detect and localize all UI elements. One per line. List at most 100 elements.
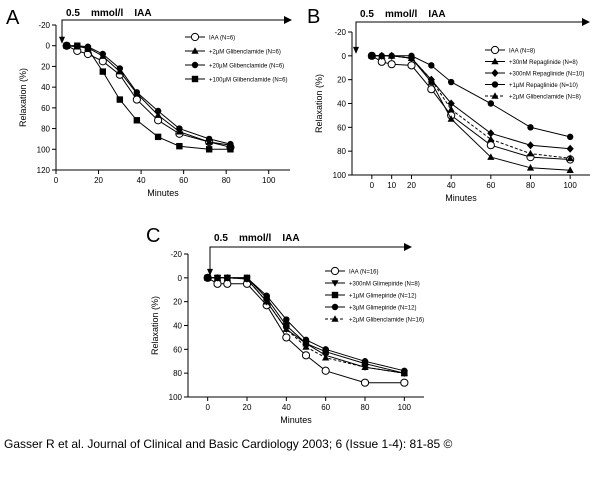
data-point — [176, 125, 183, 132]
treatment-arrow-line — [355, 21, 588, 53]
legend-entry: +2µM Glibenclamide (N=8) — [509, 95, 581, 101]
data-point — [154, 133, 162, 141]
legend-marker — [330, 266, 340, 276]
series-3 — [63, 42, 234, 148]
series-line — [207, 277, 405, 372]
x-tick-label: 40 — [447, 181, 456, 190]
data-point — [378, 52, 386, 59]
y-tick-label: -20 — [334, 28, 346, 37]
y-tick-label: 0 — [342, 52, 347, 61]
treatment-arrow-head-down — [353, 46, 359, 54]
y-tick-label: 120 — [37, 166, 51, 175]
data-point — [407, 54, 416, 62]
y-tick-label: -20 — [170, 250, 182, 259]
x-tick-label: 100 — [563, 181, 577, 190]
series-line — [371, 55, 571, 150]
data-point — [282, 325, 290, 332]
legend-entry: +20µM Glibenclamide (N=6) — [209, 64, 284, 70]
x-axis-label: Minutes — [445, 193, 477, 203]
data-point — [74, 42, 81, 49]
data-point — [526, 149, 535, 157]
data-point — [487, 100, 495, 107]
treatment-arrow-head-down — [59, 36, 65, 44]
treatment-arrow-head-right — [582, 18, 590, 26]
data-point — [400, 378, 409, 387]
legend-marker — [191, 75, 199, 83]
legend-entry: +1µM Glimepiride (N=12) — [349, 294, 416, 300]
x-tick-label: 60 — [486, 181, 495, 190]
data-point — [388, 52, 396, 59]
panel-letter: C — [146, 225, 160, 247]
data-point — [566, 154, 574, 162]
data-point — [176, 142, 183, 150]
data-point — [447, 115, 455, 122]
treatment-arrow-line — [209, 246, 410, 275]
series-line — [371, 55, 571, 159]
data-point — [487, 135, 495, 143]
data-point — [243, 275, 251, 282]
data-point — [263, 297, 271, 305]
data-point — [447, 78, 455, 86]
y-tick-label: 60 — [41, 104, 50, 113]
data-point — [116, 96, 124, 103]
data-point — [223, 274, 231, 281]
data-point — [132, 95, 141, 104]
data-point — [302, 343, 310, 350]
data-point — [361, 358, 369, 365]
x-tick-label: 80 — [222, 176, 231, 185]
x-tick-label: 80 — [361, 403, 370, 412]
panel-letter: B — [307, 6, 320, 28]
data-point — [566, 144, 574, 153]
series-line — [207, 277, 405, 374]
legend-entry: IAA (N=6) — [209, 36, 235, 42]
y-tick-label: 20 — [41, 62, 50, 71]
legend-marker — [331, 291, 339, 299]
y-tick-label: 100 — [333, 171, 347, 180]
data-point — [99, 50, 107, 58]
data-point — [205, 146, 213, 153]
data-point — [154, 107, 162, 115]
data-point — [283, 316, 290, 323]
data-point — [84, 45, 92, 53]
legend: IAA (N=8) +30nM Repaglinide (N=8) +300nM R… — [485, 45, 584, 101]
y-tick-label: 80 — [173, 369, 182, 378]
data-point — [99, 68, 106, 75]
treatment-arrow-head-down — [207, 268, 213, 276]
y-tick-label: 0 — [178, 274, 183, 283]
x-tick-label: 80 — [526, 181, 535, 190]
y-tick-label: 20 — [173, 298, 182, 307]
series-line — [207, 277, 405, 384]
legend-entry: +300nM Glimepiride (N=8) — [349, 282, 420, 288]
series-5 — [368, 52, 574, 162]
treatment-label: 0.5 mmol/l IAA — [360, 9, 446, 20]
series-1 — [62, 41, 235, 152]
series-4 — [63, 42, 234, 153]
legend-marker — [491, 81, 499, 88]
series-line — [66, 45, 231, 146]
data-point — [322, 353, 330, 361]
treatment-arrow-line — [61, 19, 290, 43]
data-point — [205, 135, 213, 143]
data-point — [447, 99, 455, 108]
legend-marker — [491, 69, 499, 77]
y-tick-label: 60 — [337, 123, 346, 132]
legend: IAA (N=16) +300nM Glimepiride (N=8) +1µM G… — [325, 266, 424, 324]
data-point — [133, 89, 141, 96]
series-line — [66, 45, 231, 145]
legend-marker — [191, 61, 199, 69]
data-point — [427, 75, 435, 83]
y-tick-label: 0 — [46, 42, 51, 51]
legend-marker — [491, 57, 499, 65]
legend-entry: IAA (N=16) — [349, 270, 379, 276]
legend-marker — [331, 280, 339, 287]
data-point — [321, 366, 330, 375]
series-3 — [204, 274, 408, 377]
data-point — [204, 274, 212, 281]
legend-entry: +30nM Repaglinide (N=8) — [509, 60, 578, 66]
data-point — [227, 146, 234, 153]
data-point — [400, 369, 408, 376]
data-point — [526, 141, 535, 150]
data-point — [486, 141, 495, 150]
legend-marker — [490, 45, 500, 55]
